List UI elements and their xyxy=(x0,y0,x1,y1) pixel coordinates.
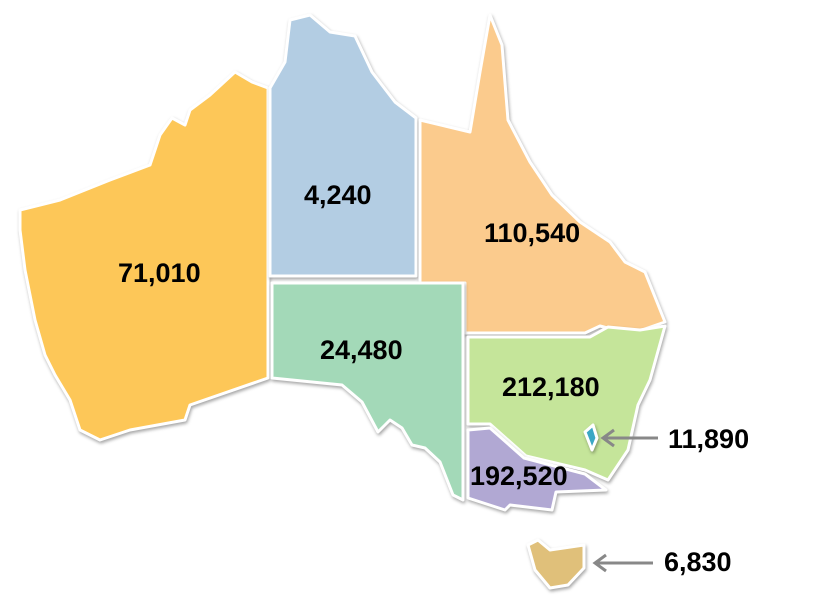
region-vic xyxy=(466,426,608,512)
region-qld xyxy=(418,13,667,335)
label-wa: 71,010 xyxy=(118,258,201,288)
region-wa xyxy=(18,70,270,442)
arrow-tas xyxy=(592,553,653,573)
label-tas: 6,830 xyxy=(664,547,732,577)
label-qld: 110,540 xyxy=(484,218,581,248)
region-nsw xyxy=(466,324,667,482)
label-nt: 4,240 xyxy=(304,180,372,210)
region-act xyxy=(583,423,599,452)
region-sa xyxy=(270,281,465,502)
label-act: 11,890 xyxy=(668,424,750,454)
arrow-act xyxy=(600,428,658,448)
region-nt xyxy=(268,13,418,278)
label-sa: 24,480 xyxy=(320,335,403,365)
label-nsw: 212,180 xyxy=(502,372,600,402)
label-vic: 192,520 xyxy=(470,461,568,491)
region-tas xyxy=(526,538,586,590)
